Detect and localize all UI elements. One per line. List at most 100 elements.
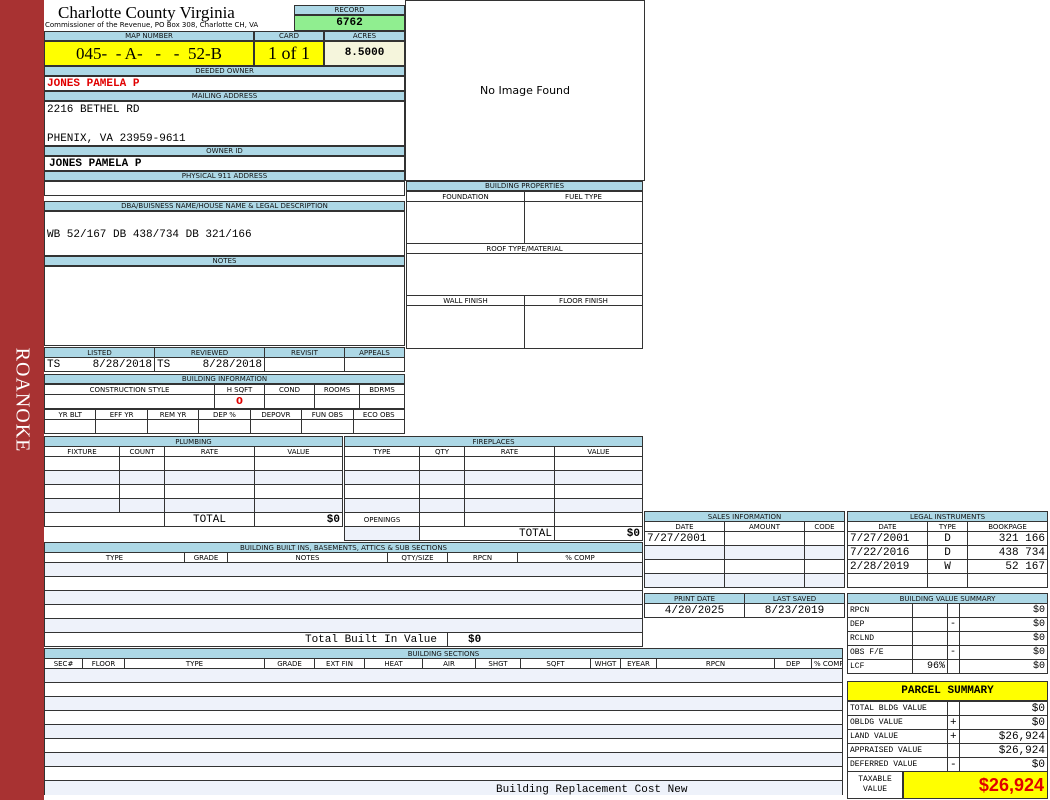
table-cell: 52 167 [967,559,1048,574]
review-table: LISTED REVIEWED REVISIT APPEALS TS 8/28/2018… [44,347,405,372]
table-cell: TOTAL BLDG VALUE [847,701,948,716]
building-sections-label: BUILDING SECTIONS [44,648,843,659]
table-row: LCF 96% $0 [847,659,1048,674]
section-col-label: AIR [422,658,476,669]
parcel-summary-label: PARCEL SUMMARY [847,681,1048,701]
table-cell [947,603,960,618]
fp-total-label: TOTAL [419,526,555,541]
deeded-owner-label: DEEDED OWNER [44,66,405,76]
table-cell [724,545,805,560]
hsqft-value: 0 [214,394,265,409]
mailing-address-label: MAILING ADDRESS [44,91,405,101]
owner-id-label: OWNER ID [44,146,405,156]
value-label: VALUE [254,446,343,457]
count-label: COUNT [119,446,165,457]
table-cell: RCLND [847,631,913,646]
table-cell [967,573,1048,588]
rate-label: RATE [164,446,255,457]
table-cell [912,603,948,618]
building-properties-label: BUILDING PROPERTIES [406,181,643,191]
table-cell: W [927,559,968,574]
legal-instruments-label: LEGAL INSTRUMENTS [847,511,1048,522]
card-value: 1 of 1 [254,41,324,66]
table-cell: - [947,757,960,772]
sales-label: SALES INFORMATION [644,511,845,522]
fp-rate-label: RATE [464,446,555,457]
yr-blt-label: YR BLT [43,409,97,420]
section-col-label: % COMP [811,658,843,669]
fuel-type-value [524,201,643,244]
legal-instruments-table: LEGAL INSTRUMENTS DATE TYPE BOOKPAGE 7/27/… [847,511,1048,588]
record-label: RECORD [294,5,405,15]
sales-table: SALES INFORMATION DATE AMOUNT CODE 7/27/20… [644,511,845,588]
table-cell [947,659,960,674]
notes-box [44,266,405,346]
section-col-label: TYPE [124,658,265,669]
table-cell: APPRAISED VALUE [847,743,948,758]
section-row [44,696,843,711]
table-cell: D [927,545,968,560]
reviewed-by: TS [157,358,171,371]
owner-id-value: JONES PAMELA P [44,156,405,171]
appeals-value [344,357,405,372]
table-cell: 2/28/2019 [847,559,928,574]
listed-date: 8/28/2018 [92,358,152,371]
section-row [44,724,843,739]
sidebar: ROANOKE [0,0,44,800]
table-cell [912,617,948,632]
acres-value: 8.5000 [324,41,405,66]
table-cell: OBLDG VALUE [847,715,948,730]
table-cell: $0 [959,715,1048,730]
replacement-cost-label: Building Replacement Cost New [496,784,688,796]
mailing-line2: PHENIX, VA 23959-9611 [47,133,186,145]
table-cell: $0 [959,631,1048,646]
section-col-label: SQFT [520,658,591,669]
table-row: OBS F/E - $0 [847,645,1048,660]
section-row [44,752,843,767]
table-row: 2/28/2019 W 52 167 [847,559,1048,574]
taxable-value-label: TAXABLE VALUE [847,771,903,799]
li-bookpage-label: BOOKPAGE [967,521,1048,532]
roof-value [406,253,643,296]
section-col-label: EXT FIN [314,658,365,669]
rooms-label: ROOMS [314,384,360,395]
table-cell [804,573,845,588]
page-title: Charlotte County Virginia [58,3,235,22]
section-col-label: EYEAR [620,658,657,669]
legal-description-box: WB 52/167 DB 438/734 DB 321/166 [44,211,405,256]
section-col-label: FLOOR [82,658,125,669]
taxable-value: $26,924 [903,771,1048,799]
building-value-summary: BUILDING VALUE SUMMARY RPCN $0 DEP - $0 RCLND… [847,593,1048,674]
table-cell [912,631,948,646]
foundation-value [406,201,525,244]
map-number-label: MAP NUMBER [44,31,254,41]
section-row [44,780,843,795]
section-col-label: RPCN [656,658,775,669]
building-information-label: BUILDING INFORMATION [44,374,405,384]
listed-value: TS 8/28/2018 [44,357,155,372]
table-cell: - [947,617,960,632]
table-row: OBLDG VALUE + $0 [847,715,1048,730]
floor-finish-value [524,305,643,349]
table-cell [947,701,960,716]
section-col-label: SHGT [475,658,521,669]
sales-code-label: CODE [804,521,845,532]
table-row: 7/27/2001 D 321 166 [847,531,1048,546]
bi-rpcn-label: RPCN [447,552,518,563]
sales-amount-label: AMOUNT [724,521,805,532]
sales-date-label: DATE [644,521,725,532]
property-image: No Image Found [405,0,645,181]
depovr-label: DEPOVR [249,409,303,420]
table-cell: 438 734 [967,545,1048,560]
built-in-total-label: Total Built In Value [44,632,448,647]
reviewed-date: 8/28/2018 [202,358,262,371]
deeded-owner-value: JONES PAMELA P [44,76,405,91]
last-saved-value: 8/23/2019 [744,603,845,618]
building-information-table: CONSTRUCTION STYLE H SQFT COND ROOMS BDRMS 0… [43,384,406,434]
construction-style-label: CONSTRUCTION STYLE [44,384,215,395]
section-row [44,682,843,697]
built-in-total: $0 [447,632,643,647]
table-cell [912,645,948,660]
legal-description-value: WB 52/167 DB 438/734 DB 321/166 [47,229,252,241]
built-ins-table: BUILDING BUILT INS, BASEMENTS, ATTICS & … [44,542,643,647]
